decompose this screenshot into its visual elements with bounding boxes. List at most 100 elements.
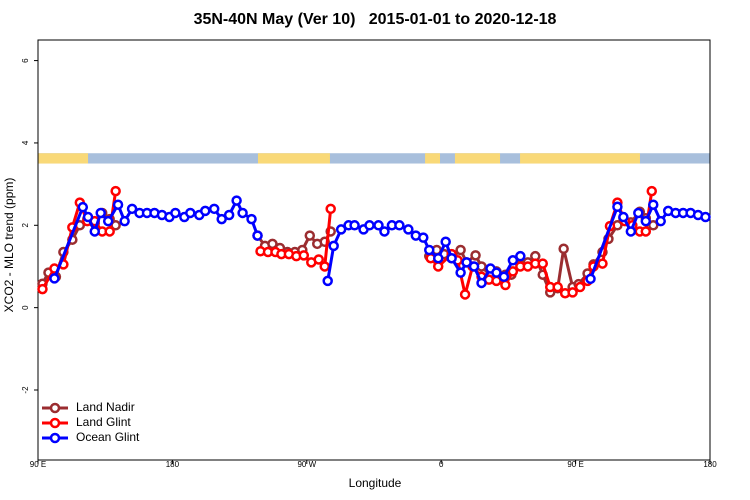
data-point [170, 207, 181, 219]
data-point [612, 201, 623, 213]
x-tick-label: 90 E [30, 460, 46, 469]
data-point [95, 207, 106, 219]
data-point [394, 220, 405, 231]
data-point [500, 279, 511, 291]
data-point [507, 266, 519, 277]
legend-marker [49, 432, 61, 444]
legend-label: Land Nadir [76, 400, 135, 414]
data-point [104, 226, 115, 237]
data-point [364, 220, 375, 231]
legend-marker [49, 417, 61, 429]
data-point [597, 258, 608, 269]
y-tick-label: 2 [21, 223, 30, 228]
land-band [520, 153, 640, 164]
x-tick-label: 180 [703, 460, 717, 469]
series [37, 185, 658, 300]
data-point [200, 205, 211, 217]
legend-label: Ocean Glint [76, 430, 140, 444]
data-point [640, 226, 652, 237]
data-point [252, 230, 263, 241]
data-point [432, 252, 444, 264]
data-point [237, 207, 248, 219]
data-point [440, 236, 451, 248]
data-point [633, 207, 644, 219]
chart-title: 35N-40N May (Ver 10) 2015-01-01 to 2020-… [194, 11, 557, 28]
data-point [119, 215, 130, 227]
data-point [216, 213, 227, 225]
y-tick-label: 6 [21, 58, 30, 63]
data-point [476, 277, 487, 289]
data-point [455, 244, 466, 256]
data-point [373, 220, 384, 231]
legend-marker [49, 402, 61, 414]
data-point [110, 185, 121, 197]
data-point [470, 250, 481, 261]
data-point [126, 203, 138, 215]
land-band [38, 153, 89, 164]
x-axis-label: Longitude [349, 476, 402, 490]
data-point [349, 220, 360, 231]
data-point [335, 224, 347, 235]
data-point [558, 243, 569, 255]
data-point [461, 257, 472, 268]
data-point [567, 287, 578, 298]
data-point [313, 254, 324, 265]
data-point [102, 215, 114, 227]
data-point [552, 281, 563, 293]
data-point [625, 226, 637, 237]
land-band [454, 153, 501, 164]
data-point [455, 267, 466, 278]
data-point [574, 281, 586, 293]
plot-frame [37, 39, 711, 461]
data-point [515, 250, 526, 262]
data-point [655, 215, 666, 227]
data-point [432, 261, 444, 272]
data-point [223, 209, 235, 221]
x-tick-label: 90 W [297, 460, 316, 469]
data-point [304, 230, 316, 241]
data-point [37, 283, 48, 295]
data-point [498, 271, 510, 283]
data-point [648, 220, 659, 231]
data-point [231, 195, 242, 206]
data-point [246, 213, 257, 225]
land-band [257, 153, 330, 164]
data-point [298, 250, 310, 261]
data-point [424, 244, 435, 256]
data-point [403, 224, 414, 235]
data-point [648, 199, 659, 210]
data-point [322, 275, 333, 287]
data-point [446, 252, 457, 264]
data-point [379, 226, 390, 237]
data-point [319, 261, 330, 272]
data-point [325, 203, 336, 215]
y-tick-label: 4 [21, 140, 30, 145]
data-point [585, 273, 596, 285]
data-point [507, 255, 519, 266]
data-point [208, 203, 220, 215]
x-tick-label: 0 [439, 460, 444, 469]
data-point [77, 201, 89, 213]
data-point [49, 273, 60, 284]
data-point [640, 215, 652, 227]
data-point [700, 211, 711, 223]
y-tick-label: -2 [21, 386, 30, 394]
y-tick-label: 0 [21, 305, 30, 310]
data-point [112, 199, 124, 210]
land-band [425, 153, 441, 164]
series [49, 195, 711, 289]
data-point [82, 211, 94, 223]
data-point [459, 289, 471, 300]
data-point [537, 258, 548, 269]
data-point [89, 226, 100, 237]
x-tick-label: 180 [166, 460, 180, 469]
data-point [618, 211, 629, 223]
data-point [646, 185, 658, 197]
x-tick-label: 90 E [567, 460, 583, 469]
data-point [328, 240, 339, 252]
data-point [491, 267, 502, 278]
ocean-band [38, 153, 710, 164]
